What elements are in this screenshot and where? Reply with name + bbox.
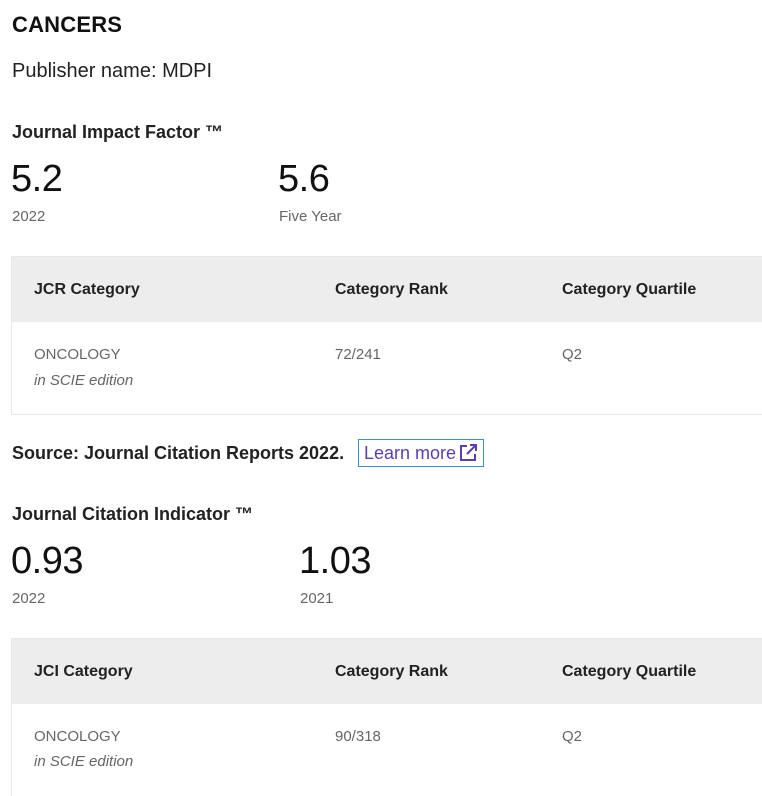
publisher-name: Publisher name: MDPI	[12, 60, 213, 82]
category-edition: in SCIE edition	[34, 372, 134, 389]
table-header-row: JCI Category Category Rank Category Quar…	[12, 639, 762, 704]
learn-more-link[interactable]: Learn more	[358, 439, 485, 467]
jif-value-2022: 5.2	[11, 158, 63, 200]
column-header-jcr-category: JCR Category	[34, 281, 140, 298]
jci-label-2021: 2021	[300, 590, 334, 607]
table-header-row: JCR Category Category Rank Category Quar…	[12, 257, 762, 322]
jci-category-table: JCI Category Category Rank Category Quar…	[11, 638, 762, 796]
jci-heading: Journal Citation Indicator ™	[12, 504, 254, 524]
external-link-icon	[458, 443, 478, 463]
category-quartile: Q2	[562, 346, 583, 363]
jcr-category-table: JCR Category Category Rank Category Quar…	[11, 256, 762, 415]
column-header-category-rank: Category Rank	[335, 663, 448, 680]
category-name: ONCOLOGY	[34, 728, 121, 745]
jif-label-2022: 2022	[12, 208, 46, 225]
jci-label-2022: 2022	[12, 590, 46, 607]
learn-more-label: Learn more	[364, 442, 457, 463]
category-quartile: Q2	[562, 728, 583, 745]
journal-title: CANCERS	[12, 12, 123, 37]
jif-heading: Journal Impact Factor ™	[12, 122, 224, 142]
category-rank: 90/318	[335, 728, 381, 745]
jif-value-five-year: 5.6	[278, 158, 330, 200]
jif-label-five-year: Five Year	[279, 208, 342, 225]
column-header-category-quartile: Category Quartile	[562, 281, 697, 298]
category-rank: 72/241	[335, 346, 381, 363]
source-text: Source: Journal Citation Reports 2022.	[12, 443, 345, 463]
table-row: ONCOLOGY in SCIE edition 72/241 Q2	[12, 322, 762, 414]
column-header-category-rank: Category Rank	[335, 281, 448, 298]
category-edition: in SCIE edition	[34, 753, 134, 770]
jci-value-2022: 0.93	[11, 540, 83, 582]
table-row: ONCOLOGY in SCIE edition 90/318 Q2	[12, 704, 762, 796]
column-header-category-quartile: Category Quartile	[562, 663, 697, 680]
column-header-jci-category: JCI Category	[34, 663, 133, 680]
category-name: ONCOLOGY	[34, 346, 121, 363]
jci-value-2021: 1.03	[299, 540, 371, 582]
